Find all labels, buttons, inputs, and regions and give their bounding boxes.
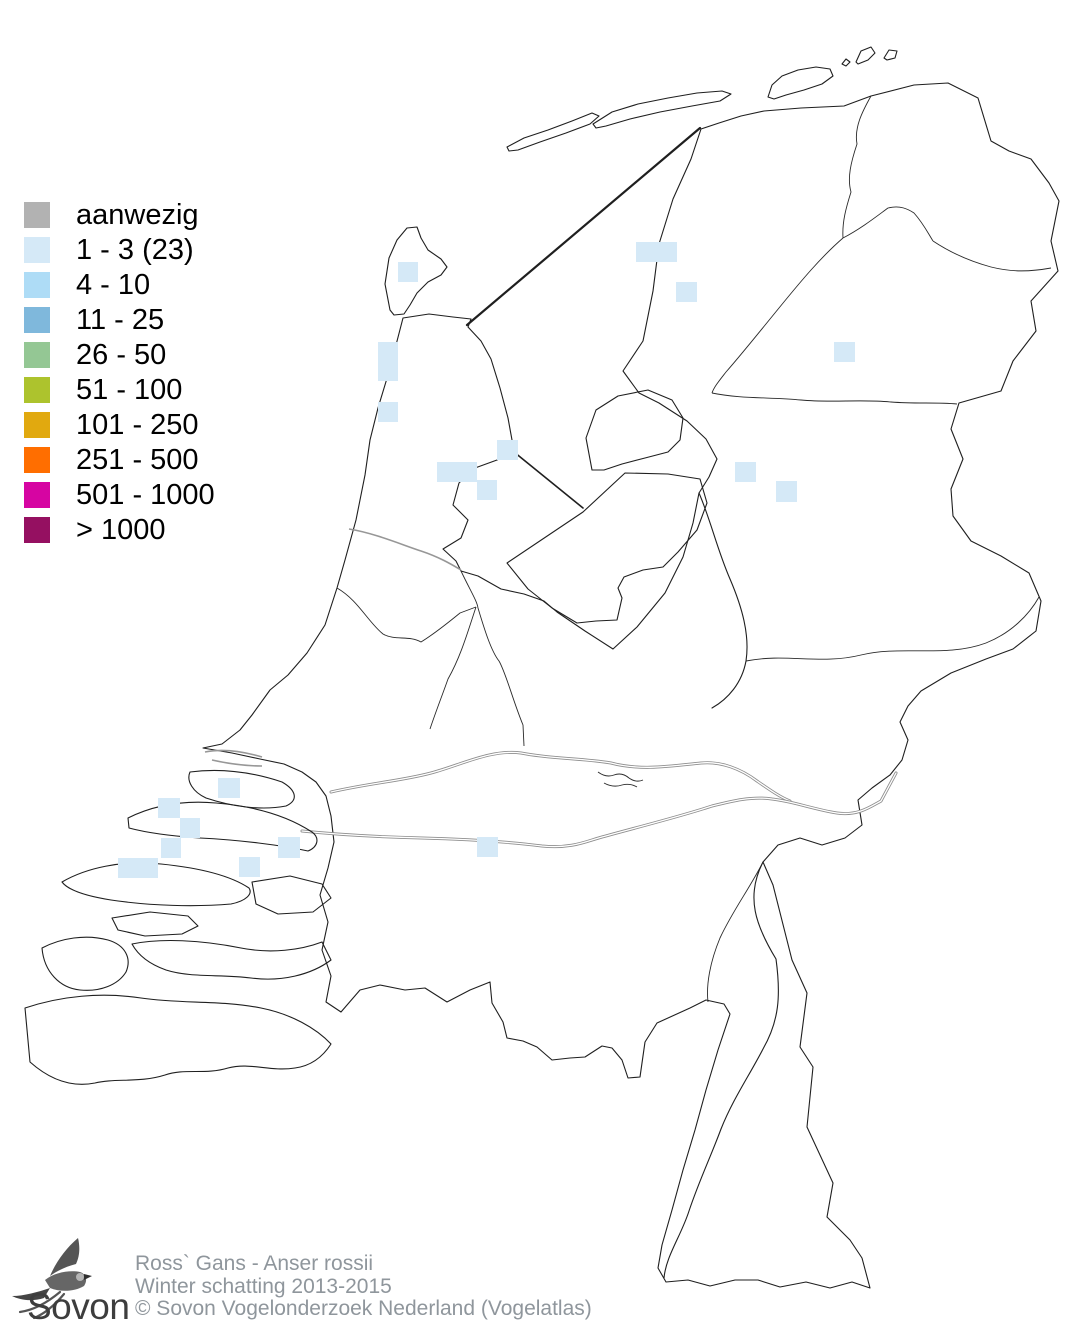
- wadden-island-terschelling: [592, 90, 732, 129]
- province-border: [460, 570, 525, 747]
- wadden-island-texel: [384, 226, 448, 316]
- legend-swatch: [24, 517, 50, 543]
- legend-item: 51 - 100: [24, 374, 215, 406]
- afsluitdijk-line: [465, 126, 702, 327]
- harbor-lines: [204, 749, 263, 767]
- river-lek: [329, 750, 792, 803]
- legend-swatch: [24, 377, 50, 403]
- wadden-island-ameland: [767, 66, 834, 100]
- legend-swatch: [24, 447, 50, 473]
- province-border: [707, 861, 764, 1003]
- distribution-cell: [676, 282, 697, 302]
- legend-label: aanwezig: [76, 199, 199, 231]
- distribution-cells: [118, 242, 855, 878]
- noordoostpolder-outline: [585, 389, 684, 471]
- distribution-cell: [118, 858, 158, 878]
- wadden-islet: [883, 49, 898, 61]
- distribution-cell: [218, 778, 240, 798]
- legend-item: 101 - 250: [24, 409, 215, 441]
- legend-swatch: [24, 342, 50, 368]
- base-map: [24, 46, 1060, 1289]
- wadden-island-schiermonnikoog: [855, 46, 876, 65]
- legend-swatch: [24, 412, 50, 438]
- legend-label: 51 - 100: [76, 374, 183, 406]
- houtribdijk-line: [513, 451, 584, 509]
- species-title: Ross` Gans - Anser rossii: [135, 1252, 374, 1275]
- island-tholen: [251, 875, 332, 915]
- province-border: [842, 95, 872, 239]
- legend-swatch: [24, 272, 50, 298]
- province-border: [745, 596, 1040, 662]
- wadden-islet: [841, 58, 851, 67]
- attribution: © Sovon Vogelonderzoek Nederland (Vogela…: [135, 1297, 592, 1320]
- legend-item: 26 - 50: [24, 339, 215, 371]
- river-lek-core: [330, 751, 791, 802]
- legend-label: 501 - 1000: [76, 479, 215, 511]
- distribution-cell: [239, 857, 260, 877]
- distribution-cell: [158, 798, 180, 818]
- legend-item: > 1000: [24, 514, 215, 546]
- legend-label: 4 - 10: [76, 269, 151, 301]
- biesbosch-creeks: [597, 771, 644, 788]
- distribution-cell: [636, 242, 677, 262]
- distribution-cell: [437, 462, 477, 482]
- river-waal: [300, 771, 898, 849]
- legend-item: 501 - 1000: [24, 479, 215, 511]
- distribution-cell: [477, 480, 497, 500]
- noordzeekanaal-line: [348, 528, 462, 571]
- legend-item: 4 - 10: [24, 269, 215, 301]
- distribution-cell: [834, 342, 855, 362]
- island-voorne-putten: [188, 769, 295, 809]
- legend-swatch: [24, 202, 50, 228]
- island-walcheren: [41, 936, 129, 991]
- map-caption: Ross` Gans - Anser rossii Winter schatti…: [135, 1252, 592, 1321]
- province-border: [336, 587, 477, 643]
- logo-wordmark: Sovon: [27, 1286, 130, 1327]
- legend-label: 251 - 500: [76, 444, 199, 476]
- legend-label: 1 - 3 (23): [76, 234, 194, 266]
- legend-swatch: [24, 482, 50, 508]
- river-ijssel: [698, 492, 748, 709]
- legend-item: 251 - 500: [24, 444, 215, 476]
- legend-label: 11 - 25: [76, 304, 165, 336]
- distribution-cell: [161, 838, 181, 858]
- province-border: [932, 240, 1052, 272]
- flevoland-outline: [506, 472, 708, 624]
- distribution-cell: [378, 342, 398, 381]
- distribution-cell: [180, 818, 200, 838]
- province-border: [711, 392, 958, 405]
- legend-swatch: [24, 307, 50, 333]
- legend-label: > 1000: [76, 514, 166, 546]
- survey-period: Winter schatting 2013-2015: [135, 1274, 392, 1298]
- river-maas-limburg: [663, 861, 779, 1279]
- distribution-cell: [477, 837, 498, 857]
- distribution-cell: [278, 837, 300, 858]
- legend-item: 1 - 3 (23): [24, 234, 215, 266]
- distribution-cell: [776, 481, 797, 502]
- distribution-cell: [735, 462, 756, 482]
- island-noord-beveland: [111, 911, 199, 937]
- zeeuws-vlaanderen-outline: [24, 994, 332, 1085]
- distribution-cell: [398, 262, 418, 282]
- distribution-cell: [378, 402, 398, 422]
- legend-item: aanwezig: [24, 199, 215, 231]
- mainland-outline: [202, 82, 1060, 1289]
- legend-swatch: [24, 237, 50, 263]
- legend: aanwezig 1 - 3 (23) 4 - 10 11 - 25 26 - 50 51…: [24, 199, 215, 552]
- province-border: [429, 606, 477, 730]
- legend-label: 101 - 250: [76, 409, 199, 441]
- legend-label: 26 - 50: [76, 339, 167, 371]
- island-zuid-beveland: [131, 939, 332, 980]
- distribution-cell: [497, 440, 518, 460]
- swallow-icon: [12, 1238, 92, 1320]
- province-border: [711, 237, 844, 394]
- river-waal-core: [301, 772, 897, 848]
- legend-item: 11 - 25: [24, 304, 215, 336]
- wadden-island-vlieland: [506, 112, 600, 152]
- province-border: [842, 206, 934, 242]
